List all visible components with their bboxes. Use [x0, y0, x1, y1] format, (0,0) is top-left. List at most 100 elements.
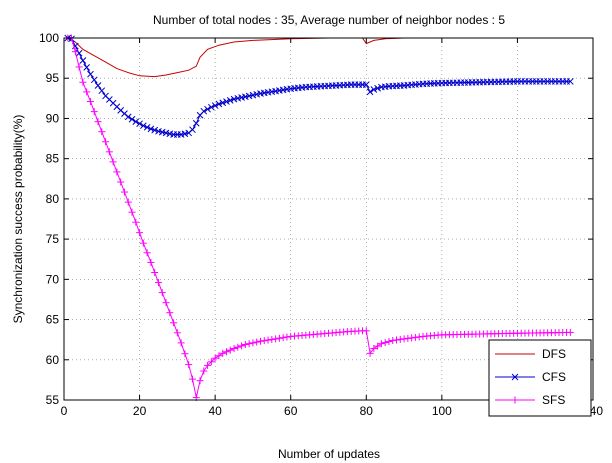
x-tick-label: 80: [360, 404, 374, 418]
data-point-cfs: [147, 125, 155, 133]
data-point-sfs: [147, 258, 155, 266]
data-point-cfs: [204, 105, 211, 113]
data-point-sfs: [241, 340, 249, 348]
data-point-cfs: [139, 122, 147, 130]
data-point-sfs: [211, 354, 219, 362]
legend-label-sfs: SFS: [542, 393, 565, 407]
series-line-cfs: [67, 37, 571, 135]
chart-title: Number of total nodes : 35, Average numb…: [153, 13, 505, 27]
data-point-cfs: [83, 64, 91, 71]
data-point-cfs: [223, 98, 230, 105]
data-point-sfs: [151, 268, 159, 276]
data-point-cfs: [143, 123, 151, 131]
data-point-cfs: [136, 120, 143, 128]
data-point-sfs: [136, 229, 144, 237]
data-point-cfs: [94, 82, 102, 89]
y-axis-label: Synchronization success probability(%): [11, 115, 25, 324]
y-tick-label: 100: [39, 31, 59, 45]
data-point-sfs: [393, 336, 401, 344]
data-point-sfs: [256, 337, 264, 345]
data-point-sfs: [230, 345, 238, 353]
legend-box: [488, 339, 592, 417]
data-point-sfs: [222, 348, 230, 356]
y-tick-label: 90: [46, 111, 60, 125]
data-point-cfs: [79, 57, 87, 64]
legend-marker-cfs: [511, 373, 519, 381]
data-point-sfs: [86, 98, 94, 106]
data-point-sfs: [374, 342, 382, 350]
data-point-cfs: [362, 81, 370, 89]
data-point-sfs: [83, 88, 91, 96]
legend-label-cfs: CFS: [542, 370, 566, 384]
series-markers-sfs: [64, 34, 574, 402]
legend-marker-sfs: [511, 396, 519, 404]
data-point-sfs: [102, 138, 110, 146]
data-point-cfs: [566, 78, 574, 85]
data-point-sfs: [362, 327, 370, 335]
data-point-cfs: [90, 76, 98, 84]
data-point-cfs: [219, 99, 227, 107]
data-point-sfs: [389, 336, 397, 344]
data-point-sfs: [204, 361, 212, 369]
x-tick-label: 20: [133, 404, 147, 418]
data-point-sfs: [238, 342, 246, 350]
data-point-cfs: [366, 88, 374, 96]
data-point-sfs: [173, 329, 181, 337]
data-point-sfs: [226, 346, 234, 354]
data-point-sfs: [219, 349, 227, 357]
data-point-sfs: [177, 339, 185, 347]
data-point-cfs: [151, 126, 159, 134]
y-tick-label: 85: [46, 152, 60, 166]
data-point-sfs: [185, 361, 193, 369]
data-point-sfs: [120, 188, 128, 196]
data-point-sfs: [196, 377, 204, 385]
data-point-sfs: [124, 198, 132, 206]
x-tick-label: 60: [284, 404, 298, 418]
x-tick-label: 100: [432, 404, 452, 418]
data-point-sfs: [71, 48, 79, 56]
legend-label-dfs: DFS: [542, 347, 566, 361]
data-point-cfs: [374, 84, 381, 92]
data-point-cfs: [189, 126, 196, 134]
x-axis-label: Number of updates: [278, 447, 380, 461]
data-point-sfs: [234, 343, 242, 351]
y-tick-label: 95: [46, 71, 60, 85]
series-layer: [64, 34, 574, 402]
plot-frame: [63, 37, 594, 401]
y-tick-label: 75: [46, 232, 60, 246]
data-point-sfs: [162, 299, 170, 307]
data-point-sfs: [377, 340, 385, 348]
data-point-sfs: [132, 218, 140, 226]
data-point-sfs: [105, 148, 113, 156]
data-point-sfs: [566, 328, 574, 336]
data-point-cfs: [132, 118, 140, 126]
data-point-sfs: [188, 375, 196, 383]
series-markers-cfs: [64, 34, 574, 138]
data-point-sfs: [366, 349, 374, 357]
data-point-sfs: [279, 334, 287, 342]
data-point-sfs: [139, 239, 147, 247]
data-point-sfs: [170, 319, 178, 327]
data-point-cfs: [200, 107, 208, 115]
data-point-sfs: [245, 340, 253, 348]
data-point-sfs: [166, 309, 174, 317]
data-point-sfs: [128, 208, 136, 216]
data-point-cfs: [370, 86, 378, 93]
data-point-sfs: [268, 335, 276, 343]
data-point-sfs: [113, 168, 121, 176]
data-point-sfs: [272, 335, 280, 343]
data-point-sfs: [370, 345, 378, 353]
data-point-sfs: [283, 333, 291, 341]
data-point-sfs: [275, 334, 283, 342]
data-point-cfs: [215, 100, 223, 108]
data-point-sfs: [109, 158, 117, 166]
data-point-sfs: [158, 289, 166, 297]
data-point-sfs: [75, 63, 83, 71]
y-tick-label: 55: [46, 393, 60, 407]
data-point-sfs: [200, 367, 208, 375]
y-tick-label: 65: [46, 313, 60, 327]
data-point-cfs: [124, 113, 132, 121]
legend: DFS CFS SFS: [488, 339, 592, 417]
data-point-cfs: [208, 103, 215, 111]
